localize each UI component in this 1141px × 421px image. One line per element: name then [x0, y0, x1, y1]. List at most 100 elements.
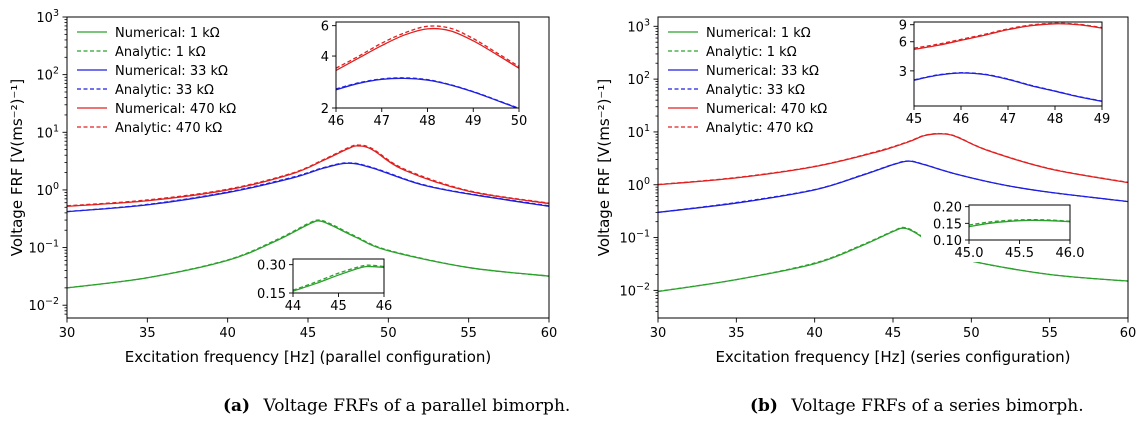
x-tick-label: 55	[460, 326, 477, 341]
x-tick-label: 30	[59, 326, 76, 341]
caption-b-text: Voltage FRFs of a series bimorph.	[790, 396, 1083, 416]
y-tick-exp: 0	[53, 181, 59, 192]
inset-y-tick-label: 0.30	[257, 259, 286, 274]
inset-y-tick-label: 3	[899, 65, 907, 80]
series-numerical-1-k	[67, 220, 549, 289]
inset-x-tick-label: 45	[330, 299, 347, 314]
inset-background	[288, 18, 527, 130]
caption-a-text: Voltage FRFs of a parallel bimorph.	[263, 396, 571, 416]
y-tick-base: 10	[619, 232, 636, 247]
y-tick-label: 10−2	[619, 281, 650, 299]
y-tick-label: 102	[627, 70, 650, 88]
series-analytic-470-k	[658, 132, 1128, 186]
y-axis-label: Voltage FRF [V(ms⁻²)⁻¹]	[8, 79, 26, 256]
y-tick-exp: −2	[45, 296, 59, 307]
y-tick-base: 10	[28, 242, 45, 257]
x-tick-label: 40	[219, 326, 236, 341]
legend-label-numerical-1-k: Numerical: 1 kΩ	[706, 26, 811, 41]
y-tick-label: 103	[36, 8, 59, 26]
inset-x-tick-label: 45	[906, 112, 923, 127]
inset-x-tick-label: 46	[953, 112, 970, 127]
x-tick-label: 35	[139, 326, 156, 341]
y-tick-label: 100	[36, 181, 59, 199]
inset-x-tick-label: 47	[373, 114, 390, 129]
y-tick-exp: 2	[644, 70, 650, 81]
legend-label-analytic-1-k: Analytic: 1 kΩ	[706, 45, 797, 60]
inset-x-tick-label: 50	[511, 114, 528, 129]
y-tick-exp: −2	[636, 281, 650, 292]
inset-curve-2	[914, 23, 1102, 51]
plot-frame	[66, 16, 550, 319]
inset-y-tick-label: 9	[899, 19, 907, 34]
caption-a-label: (a)	[223, 396, 250, 416]
y-tick-base: 10	[36, 69, 53, 84]
inset-y-tick-label: 4	[321, 50, 329, 65]
x-axis-label: Excitation frequency [Hz] (series config…	[715, 348, 1070, 366]
y-tick-base: 10	[627, 126, 644, 141]
inset-y-tick-label: 0.15	[257, 287, 286, 302]
y-tick-label: 10−1	[28, 239, 59, 257]
y-tick-label: 10−2	[28, 296, 59, 314]
y-tick-base: 10	[627, 73, 644, 88]
inset-x-tick-label: 45.5	[1005, 246, 1034, 261]
inset-x-tick-label: 44	[285, 299, 302, 314]
inset-x-tick-label: 46	[376, 299, 393, 314]
inset-curve-1	[336, 77, 519, 108]
series-analytic-33-k	[658, 160, 1128, 214]
legend-label-analytic-470-k: Analytic: 470 kΩ	[706, 121, 813, 136]
y-tick-exp: 1	[53, 123, 59, 134]
legend-label-analytic-1-k: Analytic: 1 kΩ	[115, 45, 206, 60]
legend-label-analytic-33-k: Analytic: 33 kΩ	[115, 83, 214, 98]
x-tick-label: 30	[650, 326, 667, 341]
x-tick-label: 50	[380, 326, 397, 341]
x-tick-label: 60	[1120, 326, 1137, 341]
x-tick-label: 60	[541, 326, 558, 341]
inset-curve-0	[293, 265, 384, 292]
series-analytic-33-k	[67, 162, 549, 213]
y-tick-base: 10	[627, 179, 644, 194]
legend-label-numerical-1-k: Numerical: 1 kΩ	[115, 26, 220, 41]
x-tick-label: 45	[885, 326, 902, 341]
inset-x-tick-label: 48	[1047, 112, 1064, 127]
inset-curve-0	[969, 219, 1070, 228]
inset-x-tick-label: 48	[419, 114, 436, 129]
caption-a: (a) Voltage FRFs of a parallel bimorph.	[223, 396, 570, 416]
y-tick-exp: −1	[636, 229, 650, 240]
inset-b-bottom: 45.0 45.5 46.0 0.10 0.150.20	[921, 201, 1084, 262]
y-tick-exp: −1	[45, 239, 59, 250]
inset-y-tick-label: 0.10	[933, 234, 962, 249]
y-tick-exp: 1	[644, 123, 650, 134]
inset-curve-3	[336, 25, 519, 69]
legend-label-numerical-470-k: Numerical: 470 kΩ	[115, 102, 236, 117]
y-tick-label: 10−1	[619, 229, 650, 247]
inset-x-tick-label: 49	[465, 114, 482, 129]
inset-x-tick-label: 49	[1094, 112, 1111, 127]
series-numerical-33-k	[67, 162, 549, 213]
legend-label-analytic-33-k: Analytic: 33 kΩ	[706, 83, 805, 98]
y-tick-exp: 0	[644, 176, 650, 187]
plot-frame	[657, 16, 1129, 319]
inset-y-tick-label: 0.15	[933, 217, 962, 232]
inset-x-tick-label: 45.0	[955, 246, 984, 261]
inset-curve-0	[914, 72, 1102, 103]
y-tick-exp: 3	[53, 8, 59, 19]
inset-background	[921, 201, 1078, 262]
y-tick-base: 10	[619, 284, 636, 299]
y-tick-label: 102	[36, 66, 59, 84]
y-tick-base: 10	[627, 20, 644, 35]
x-tick-label: 45	[300, 326, 317, 341]
inset-x-tick-label: 46	[328, 114, 345, 129]
y-tick-exp: 3	[644, 17, 650, 28]
inset-background	[866, 18, 1110, 128]
inset-y-tick-label: 2	[321, 102, 329, 117]
y-tick-label: 103	[627, 17, 650, 35]
y-tick-base: 10	[36, 184, 53, 199]
inset-a-bottom: 44 45 46 0.15 0.30	[245, 255, 392, 315]
inset-b-top: 45 46 47 48 49 3 6 9	[866, 18, 1110, 128]
inset-y-tick-label: 6	[321, 20, 329, 35]
series-analytic-1-k	[658, 226, 1128, 292]
